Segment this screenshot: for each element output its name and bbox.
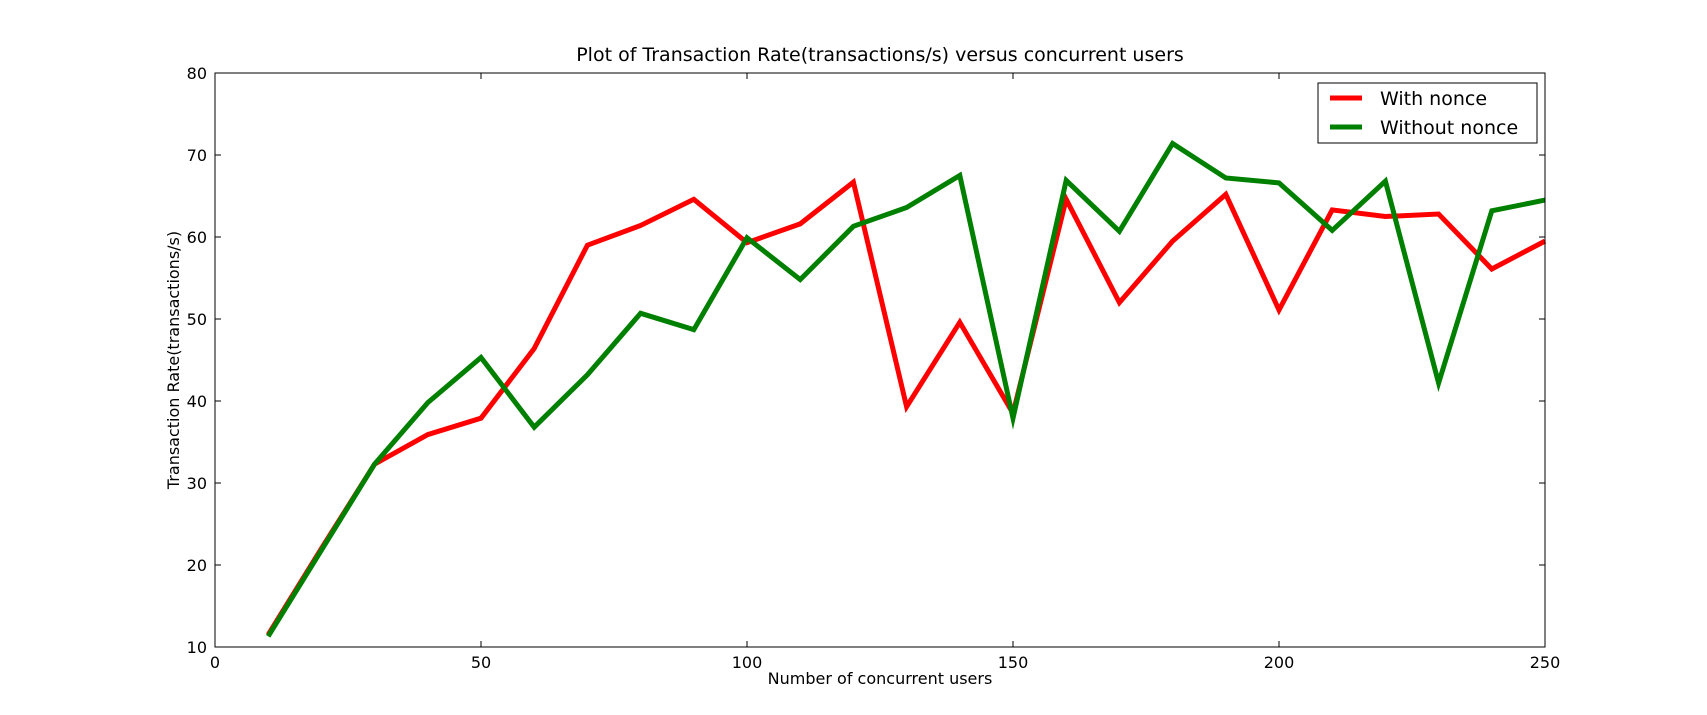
legend: With nonce Without nonce [1317,82,1538,144]
x-tick-label: 100 [732,653,763,672]
chart-title: Plot of Transaction Rate(transactions/s)… [576,44,1184,66]
series-layer [266,139,1547,638]
y-tick-label: 40 [187,392,207,411]
x-axis-label: Number of concurrent users [768,669,993,688]
y-tick-label: 30 [187,474,207,493]
x-tick-label: 250 [1530,653,1561,672]
y-tick-label: 80 [187,64,207,83]
y-tick-label: 70 [187,146,207,165]
y-axis: 10 20 30 40 50 60 70 80 [187,64,1545,657]
legend-label-with-nonce: With nonce [1380,88,1487,110]
y-tick-label: 10 [187,638,207,657]
plot-frame [214,72,1546,648]
series-line-without-nonce [266,139,1546,638]
x-axis: 0 50 100 150 200 250 [210,73,1560,672]
y-axis-label: Transaction Rate(transactions/s) [164,231,183,490]
series-line-with-nonce [266,177,1547,637]
legend-box [1317,82,1538,144]
x-tick-label: 50 [471,653,491,672]
x-tick-label: 200 [1264,653,1295,672]
x-tick-label: 0 [210,653,220,672]
legend-label-without-nonce: Without nonce [1380,117,1518,139]
y-tick-label: 20 [187,556,207,575]
y-tick-label: 60 [187,228,207,247]
y-tick-label: 50 [187,310,207,329]
x-tick-label: 150 [998,653,1029,672]
